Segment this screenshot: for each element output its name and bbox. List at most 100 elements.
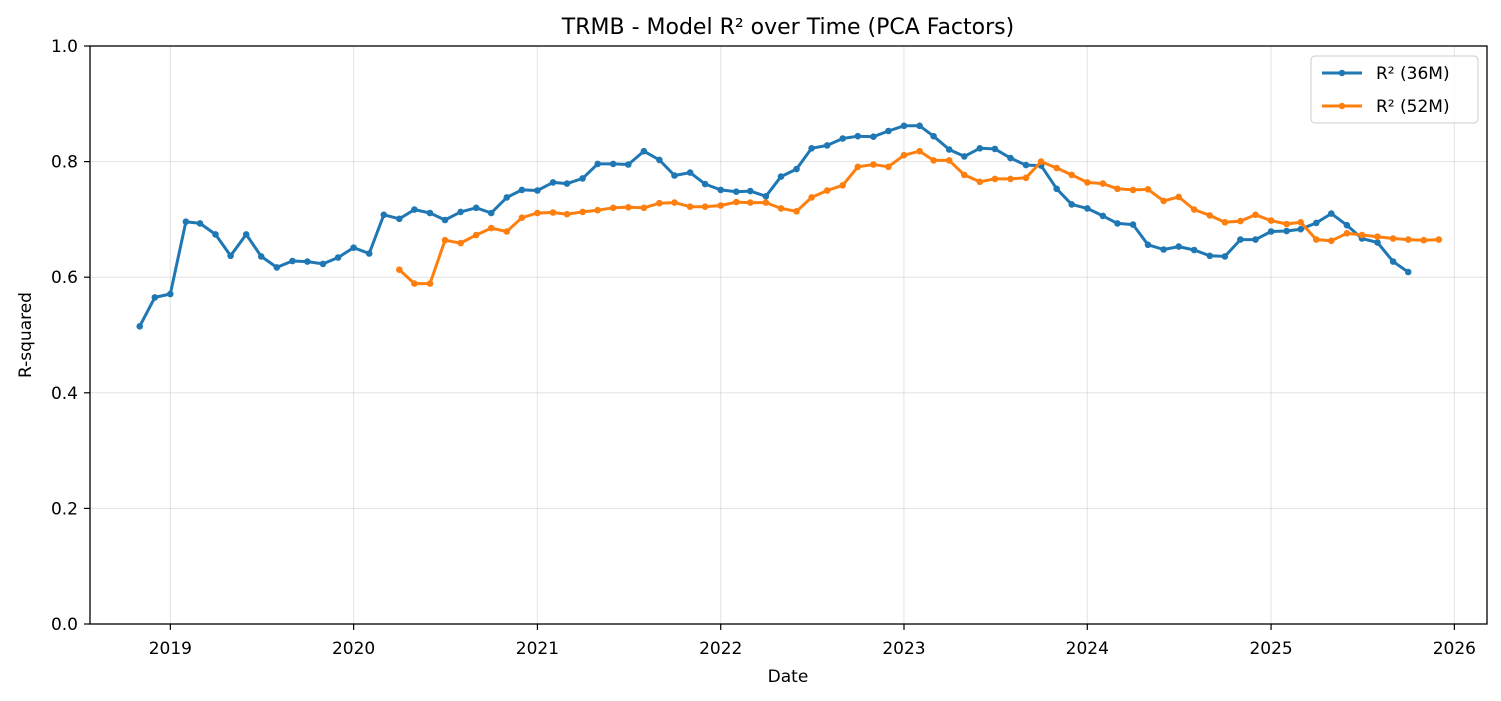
data-point-series-1	[854, 132, 862, 140]
data-point-series-2	[457, 239, 464, 247]
data-point-series-2	[930, 157, 937, 164]
data-point-series-1	[671, 172, 678, 179]
data-point-series-2	[1007, 175, 1014, 183]
data-point-series-1	[1297, 225, 1304, 233]
data-point-series-2	[549, 209, 557, 216]
data-point-series-1	[380, 211, 388, 219]
data-point-series-2	[1252, 211, 1259, 219]
data-point-series-2	[1144, 186, 1152, 193]
data-point-series-1	[930, 132, 937, 140]
data-point-series-2	[1068, 171, 1075, 179]
data-point-series-1	[839, 135, 846, 142]
x-tick-label: 2020	[332, 639, 375, 659]
data-point-series-1	[441, 216, 449, 224]
data-point-series-1	[273, 264, 281, 271]
data-point-series-2	[1267, 217, 1275, 224]
data-point-series-2	[640, 204, 648, 212]
data-point-series-2	[609, 204, 617, 212]
data-point-series-1	[518, 186, 526, 194]
data-point-series-1	[900, 122, 908, 130]
data-point-series-1	[1206, 252, 1214, 260]
data-point-series-2	[1114, 185, 1121, 193]
data-point-series-1	[991, 145, 999, 153]
data-point-series-1	[1144, 241, 1152, 249]
data-point-series-1	[717, 186, 724, 194]
data-point-series-1	[365, 250, 373, 257]
data-point-series-1	[212, 231, 219, 238]
data-point-series-2	[579, 208, 586, 216]
data-point-series-2	[1420, 236, 1427, 244]
legend: R² (36M) R² (52M)	[1310, 55, 1479, 124]
data-point-series-2	[991, 175, 999, 183]
data-point-series-1	[457, 208, 464, 216]
data-point-series-2	[701, 203, 709, 210]
data-point-series-1	[777, 173, 785, 180]
tick-layer: 2019 2020 2021 2022 2023 2024 2025 2026 0.0 0.2 0.…	[51, 37, 1476, 659]
data-point-series-1	[916, 122, 923, 130]
data-point-series-1	[487, 209, 495, 217]
data-point-series-2	[518, 214, 526, 221]
data-point-series-1	[656, 156, 663, 164]
y-axis-label: R-squared	[16, 292, 36, 378]
data-point-series-1	[823, 142, 831, 149]
data-point-series-2	[1053, 164, 1060, 172]
y-tick-label: 0.4	[51, 384, 78, 404]
data-point-series-1	[242, 231, 250, 238]
data-point-series-2	[1206, 212, 1214, 219]
data-point-series-2	[839, 182, 846, 189]
x-tick-label: 2023	[882, 639, 925, 659]
data-point-series-1	[808, 145, 815, 152]
data-point-series-2	[686, 203, 694, 210]
data-point-series-1	[503, 194, 511, 201]
data-point-series-2	[411, 280, 418, 287]
data-point-series-2	[1190, 206, 1198, 213]
data-point-series-2	[441, 236, 449, 244]
data-point-series-1	[319, 260, 327, 268]
data-point-series-1	[426, 209, 434, 217]
data-point-series-2	[1297, 219, 1304, 226]
data-point-series-1	[1374, 239, 1381, 246]
data-point-series-1	[257, 253, 265, 260]
data-point-series-2	[1343, 230, 1351, 237]
data-point-series-1	[1237, 236, 1244, 243]
legend-swatch-marker-1	[1338, 69, 1346, 77]
data-point-series-1	[1389, 258, 1397, 265]
data-point-series-2	[503, 228, 511, 235]
data-point-series-1	[334, 254, 342, 261]
data-point-series-2	[1328, 237, 1335, 245]
data-point-series-1	[609, 160, 617, 168]
data-point-series-2	[1389, 235, 1397, 242]
data-point-series-1	[762, 193, 770, 200]
data-point-series-1	[549, 179, 557, 186]
data-point-series-1	[594, 160, 601, 168]
data-point-series-2	[900, 151, 908, 159]
data-point-series-2	[487, 224, 495, 232]
data-point-series-1	[701, 180, 709, 188]
data-point-series-2	[1129, 186, 1137, 194]
data-point-series-1	[350, 244, 357, 251]
data-point-series-1	[1267, 228, 1275, 235]
data-point-series-1	[976, 145, 984, 152]
data-point-series-1	[182, 218, 190, 225]
data-point-series-1	[793, 165, 800, 173]
data-point-series-1	[1313, 219, 1320, 227]
data-point-series-1	[196, 220, 204, 227]
data-point-series-1	[1099, 212, 1107, 220]
y-tick-label: 0.2	[51, 499, 78, 519]
plot-frame	[89, 45, 1488, 625]
legend-label-2: R² (52M)	[1376, 97, 1450, 117]
data-point-series-1	[1068, 201, 1075, 208]
data-point-series-1	[640, 147, 648, 155]
data-point-series-2	[961, 171, 968, 179]
x-tick-label: 2024	[1066, 639, 1109, 659]
data-point-series-1	[1190, 246, 1198, 254]
data-point-series-2	[656, 199, 663, 207]
data-point-series-2	[1404, 236, 1412, 243]
legend-swatch-marker-2	[1338, 102, 1346, 110]
data-point-series-2	[625, 204, 632, 211]
data-point-series-1	[747, 187, 754, 195]
x-tick-label: 2019	[149, 639, 192, 659]
data-point-series-2	[1358, 231, 1366, 239]
data-point-series-2	[733, 198, 740, 206]
data-point-series-2	[1221, 219, 1229, 226]
